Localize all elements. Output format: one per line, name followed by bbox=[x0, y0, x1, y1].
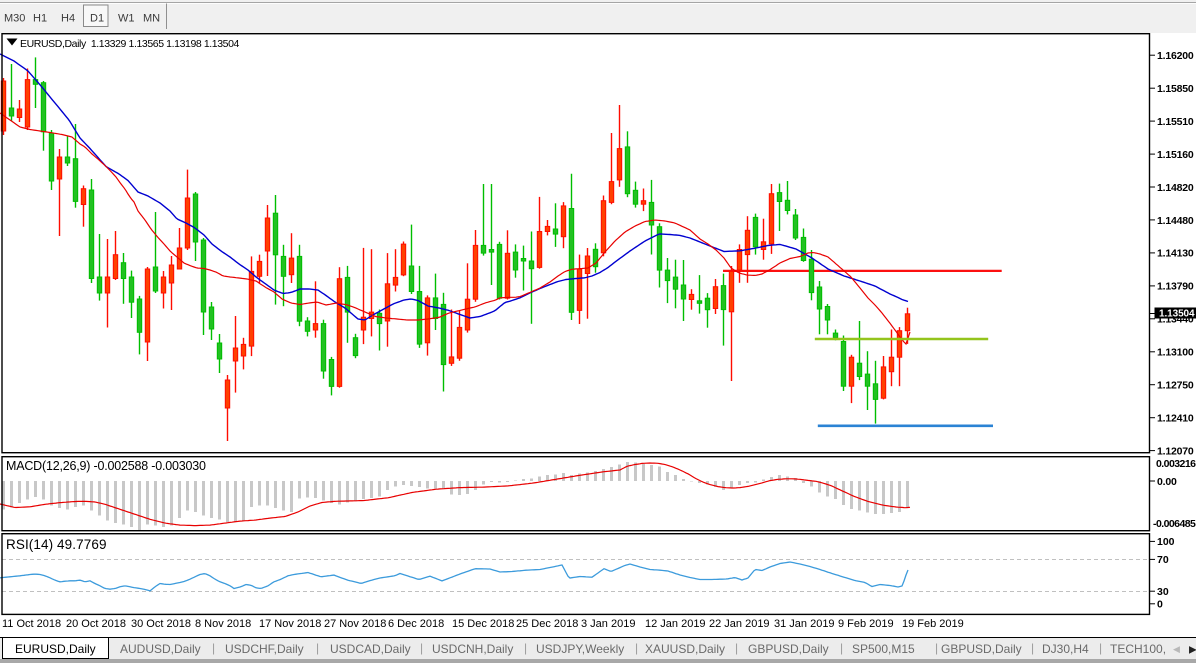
svg-text:|: | bbox=[420, 641, 423, 655]
svg-text:6 Dec 2018: 6 Dec 2018 bbox=[388, 618, 444, 630]
svg-text:|: | bbox=[212, 641, 215, 655]
svg-text:EURUSD,Daily: EURUSD,Daily bbox=[15, 642, 96, 656]
svg-text:1.15510: 1.15510 bbox=[1157, 116, 1194, 128]
svg-text:SP500,M15: SP500,M15 bbox=[852, 642, 915, 656]
svg-text:|: | bbox=[935, 641, 938, 655]
svg-text:1.13504: 1.13504 bbox=[1159, 309, 1195, 320]
svg-text:AUDUSD,Daily: AUDUSD,Daily bbox=[120, 642, 201, 656]
svg-text:100: 100 bbox=[1157, 536, 1175, 548]
svg-text:EURUSD,Daily 1.13329 1.13565: EURUSD,Daily 1.13329 1.13565 1.13198 1.1… bbox=[20, 38, 240, 50]
svg-text:RSI(14) 49.7769: RSI(14) 49.7769 bbox=[6, 537, 107, 552]
svg-text:USDCAD,Daily: USDCAD,Daily bbox=[330, 642, 411, 656]
svg-text:|: | bbox=[840, 641, 843, 655]
svg-text:|: | bbox=[735, 641, 738, 655]
svg-text:27 Nov 2018: 27 Nov 2018 bbox=[324, 618, 386, 630]
svg-text:MACD(12,26,9) -0.002588 -0.003: MACD(12,26,9) -0.002588 -0.003030 bbox=[6, 459, 206, 473]
svg-text:1.13100: 1.13100 bbox=[1157, 347, 1194, 359]
svg-text:◀: ◀ bbox=[1173, 644, 1180, 654]
svg-text:3 Jan 2019: 3 Jan 2019 bbox=[581, 618, 635, 630]
svg-text:1.15850: 1.15850 bbox=[1157, 83, 1194, 95]
svg-text:TECH100,: TECH100, bbox=[1110, 642, 1166, 656]
svg-text:22 Jan 2019: 22 Jan 2019 bbox=[709, 618, 770, 630]
svg-text:12 Jan 2019: 12 Jan 2019 bbox=[645, 618, 706, 630]
svg-text:USDCNH,Daily: USDCNH,Daily bbox=[432, 642, 513, 656]
svg-text:30: 30 bbox=[1157, 586, 1169, 598]
svg-text:|: | bbox=[524, 641, 527, 655]
svg-text:0: 0 bbox=[1157, 599, 1163, 611]
svg-text:M30: M30 bbox=[4, 13, 25, 25]
svg-text:USDJPY,Weekly: USDJPY,Weekly bbox=[536, 642, 624, 656]
svg-text:9 Feb 2019: 9 Feb 2019 bbox=[838, 618, 894, 630]
svg-text:MN: MN bbox=[143, 13, 160, 25]
svg-text:1.12750: 1.12750 bbox=[1157, 380, 1194, 392]
svg-text:70: 70 bbox=[1157, 554, 1169, 566]
svg-text:|: | bbox=[316, 641, 319, 655]
svg-text:1.16200: 1.16200 bbox=[1157, 50, 1194, 62]
svg-text:USDCHF,Daily: USDCHF,Daily bbox=[225, 642, 304, 656]
svg-text:15 Dec 2018: 15 Dec 2018 bbox=[452, 618, 514, 630]
svg-text:1.14820: 1.14820 bbox=[1157, 182, 1194, 194]
svg-text:11 Oct 2018: 11 Oct 2018 bbox=[2, 618, 61, 630]
svg-text:8 Nov 2018: 8 Nov 2018 bbox=[195, 618, 251, 630]
svg-text:-0.006485: -0.006485 bbox=[1153, 518, 1196, 530]
svg-text:H1: H1 bbox=[33, 13, 47, 25]
svg-text:19 Feb 2019: 19 Feb 2019 bbox=[902, 618, 964, 630]
svg-text:1.13790: 1.13790 bbox=[1157, 281, 1194, 293]
svg-text:25 Dec 2018: 25 Dec 2018 bbox=[516, 618, 578, 630]
svg-text:GBPUSD,Daily: GBPUSD,Daily bbox=[941, 642, 1022, 656]
svg-text:|: | bbox=[635, 641, 638, 655]
svg-text:31 Jan 2019: 31 Jan 2019 bbox=[774, 618, 835, 630]
svg-text:▶: ▶ bbox=[1189, 645, 1196, 656]
svg-text:W1: W1 bbox=[118, 13, 135, 25]
svg-text:0.003216: 0.003216 bbox=[1156, 458, 1196, 470]
svg-text:30 Oct 2018: 30 Oct 2018 bbox=[131, 618, 191, 630]
svg-text:GBPUSD,Daily: GBPUSD,Daily bbox=[748, 642, 829, 656]
svg-text:0.00: 0.00 bbox=[1157, 476, 1177, 488]
svg-text:20 Oct 2018: 20 Oct 2018 bbox=[66, 618, 126, 630]
svg-text:1.12070: 1.12070 bbox=[1157, 445, 1194, 457]
svg-text:|: | bbox=[1031, 641, 1034, 655]
svg-text:D1: D1 bbox=[90, 13, 104, 25]
svg-text:XAUUSD,Daily: XAUUSD,Daily bbox=[645, 642, 725, 656]
svg-text:17 Nov 2018: 17 Nov 2018 bbox=[259, 618, 321, 630]
svg-text:|: | bbox=[1099, 641, 1102, 655]
svg-text:1.14480: 1.14480 bbox=[1157, 215, 1194, 227]
svg-text:1.12410: 1.12410 bbox=[1157, 413, 1194, 425]
svg-text:H4: H4 bbox=[61, 13, 75, 25]
svg-text:DJ30,H4: DJ30,H4 bbox=[1042, 642, 1089, 656]
svg-text:1.15160: 1.15160 bbox=[1157, 149, 1194, 161]
svg-text:1.14130: 1.14130 bbox=[1157, 248, 1194, 260]
